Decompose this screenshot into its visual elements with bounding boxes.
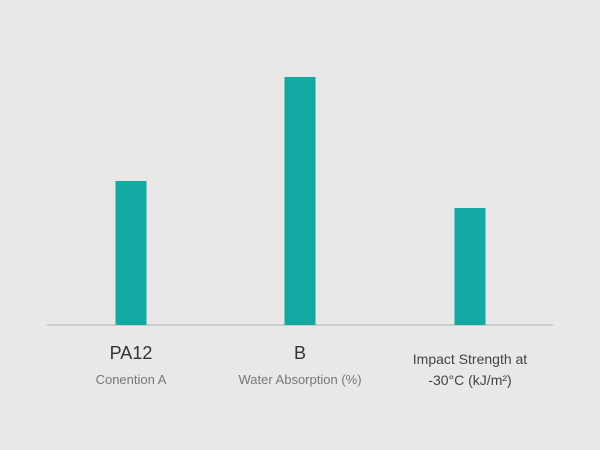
category-group: B Water Absorption (%): [215, 341, 385, 389]
category-label: Impact Strength at -30°C (kJ/m²): [412, 351, 528, 388]
bar: [454, 208, 486, 325]
category-group: Impact Strength at -30°C (kJ/m²): [385, 341, 555, 391]
category-group: PA12 Conention A: [46, 341, 216, 389]
category-subtitle: Conention A: [95, 372, 167, 387]
bar: [115, 181, 147, 325]
category-subtitle: Water Absorption (%): [238, 372, 362, 387]
category-label: B: [293, 343, 306, 363]
bar: [284, 77, 316, 325]
category-label: PA12: [109, 343, 153, 363]
